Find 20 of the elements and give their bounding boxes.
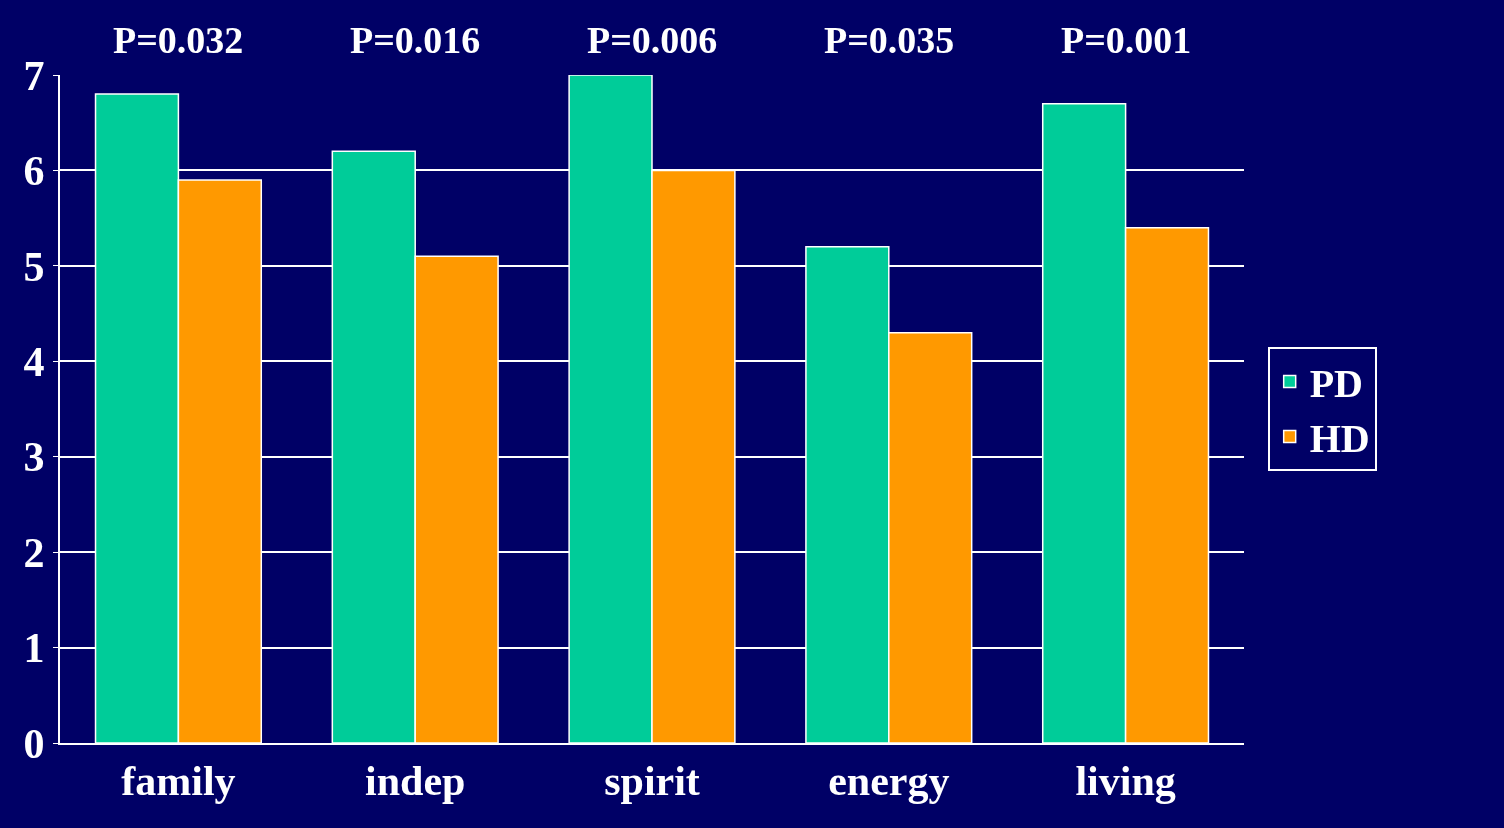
- x-tick-label: living: [1075, 758, 1176, 805]
- x-tick-label: indep: [365, 758, 466, 805]
- text: P=0.032: [113, 19, 244, 61]
- legend-label: PD: [1309, 361, 1364, 407]
- x-tick-label: energy: [828, 758, 950, 805]
- text: P=0.016: [350, 19, 481, 61]
- y-tick-label: 6: [23, 148, 45, 195]
- y-tick-label: 0: [23, 720, 45, 767]
- y-tick-label: 1: [23, 625, 45, 672]
- text: P=0.001: [1061, 19, 1192, 61]
- text: P=0.035: [824, 19, 955, 61]
- y-tick-label: 7: [23, 52, 45, 99]
- x-tick-label: spirit: [604, 758, 700, 805]
- y-tick-label: 3: [23, 434, 45, 481]
- y-tick-label: 5: [23, 243, 45, 290]
- text: P=0.006: [587, 19, 718, 61]
- y-tick-label: 4: [23, 338, 45, 385]
- y-tick-label: 2: [23, 529, 45, 576]
- legend-label: HD: [1309, 416, 1370, 462]
- x-tick-label: family: [121, 758, 236, 805]
